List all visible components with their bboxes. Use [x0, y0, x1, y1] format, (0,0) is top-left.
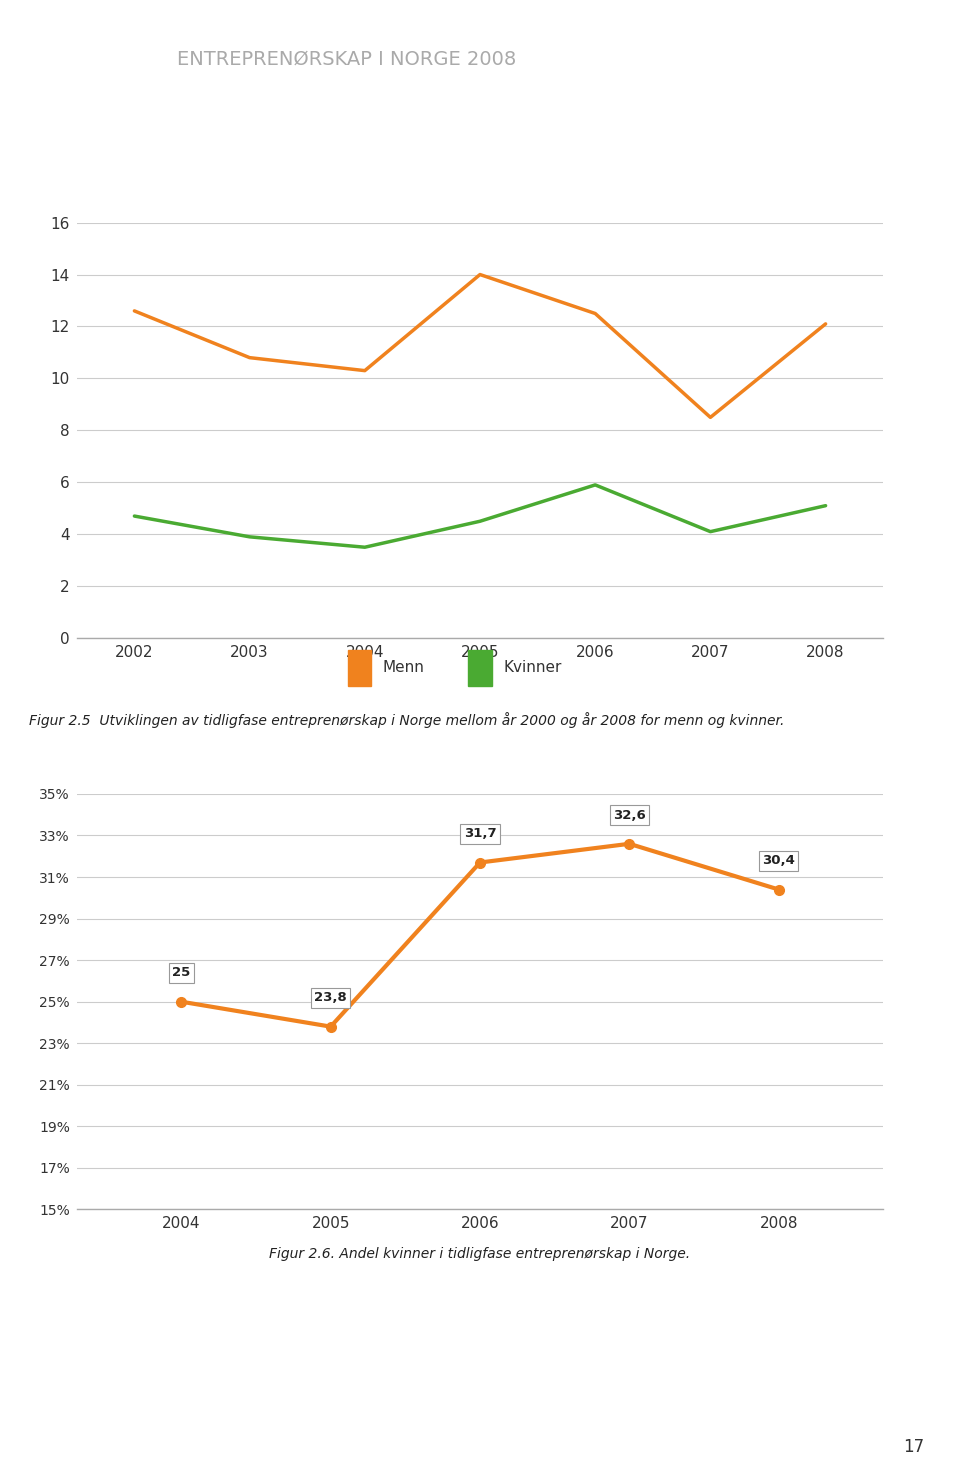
- Text: Menn: Menn: [382, 660, 424, 675]
- Text: 31,7: 31,7: [464, 827, 496, 840]
- Text: ENTREPRENØRSKAP I NORGE 2008: ENTREPRENØRSKAP I NORGE 2008: [177, 50, 516, 68]
- Text: 25: 25: [172, 966, 190, 979]
- Text: 23,8: 23,8: [314, 991, 348, 1005]
- Bar: [348, 650, 371, 686]
- Text: Figur 2.6. Andel kvinner i tidligfase entreprenørskap i Norge.: Figur 2.6. Andel kvinner i tidligfase en…: [270, 1247, 690, 1261]
- Bar: [468, 650, 492, 686]
- Text: Figur 2.5  Utviklingen av tidligfase entreprenørskap i Norge mellom år 2000 og å: Figur 2.5 Utviklingen av tidligfase entr…: [29, 712, 784, 727]
- Text: 30,4: 30,4: [762, 855, 795, 867]
- Text: Kvinner: Kvinner: [503, 660, 562, 675]
- Text: 17: 17: [902, 1438, 924, 1456]
- Text: 32,6: 32,6: [612, 809, 646, 822]
